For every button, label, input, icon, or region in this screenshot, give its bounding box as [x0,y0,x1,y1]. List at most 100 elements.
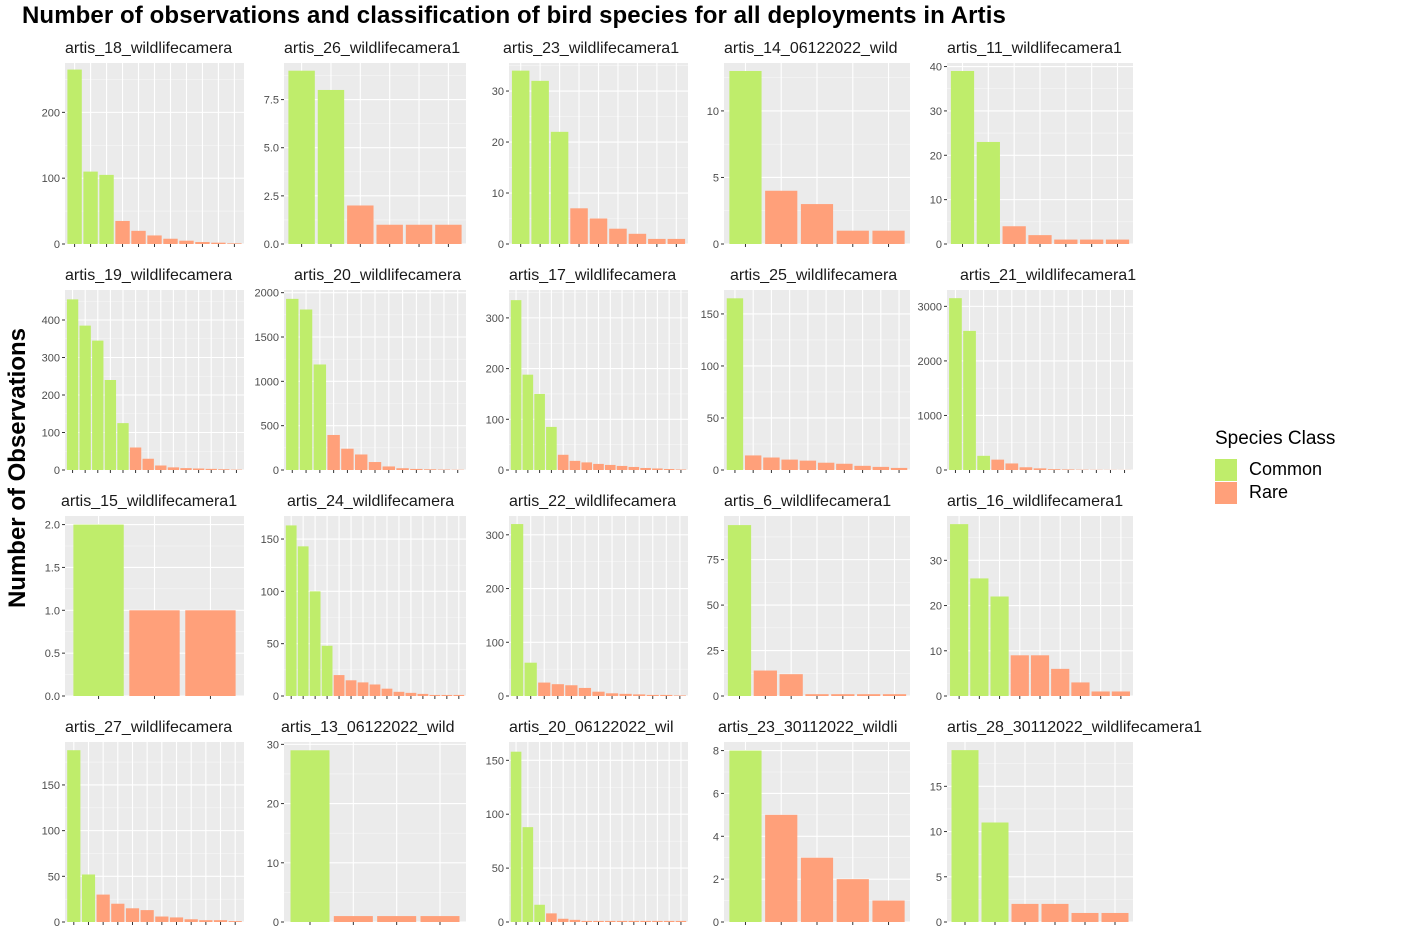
bar-rare [435,224,462,244]
panel-title: artis_15_wildlifecamera1 [61,493,237,510]
bar-rare [763,457,780,470]
bar-common [511,70,530,244]
bar-rare [163,238,178,244]
bar-rare [1105,239,1130,244]
y-tick-label: 30 [930,106,942,118]
facet-panel: 0 5 10 15 artis_28_30112022_wildlifecamera1 [930,719,1202,929]
bar-rare [646,694,659,696]
bar-rare [169,917,184,922]
bar-rare [836,463,853,470]
bar-rare [652,468,663,470]
bar-rare [218,469,230,470]
y-tick-label: 0.5 [45,648,60,660]
legend-title: Species Class [1215,428,1336,449]
panel-title: artis_24_wildlifecamera [287,493,454,510]
panel-title: artis_21_wildlifecamera1 [960,267,1136,284]
bar-rare [131,230,146,244]
bar-common [510,300,522,470]
facet-panel: 0 2 4 6 8 artis_23_30112022_wildli [713,719,910,929]
bar-rare [551,684,564,696]
y-tick-label: 1000 [918,410,942,422]
bar-rare [779,674,803,696]
y-tick-label: 100 [486,414,504,426]
y-tick-label: 200 [42,390,60,402]
bar-rare [800,857,834,922]
y-tick-label: 100 [42,826,60,838]
bar-rare [753,670,777,696]
bar-common [970,578,989,696]
bar-rare [663,920,675,922]
bar-common [510,751,522,922]
y-tick-label: 25 [707,646,719,658]
bar-common [950,70,975,244]
y-tick-label: 0.0 [264,239,279,251]
y-tick-label: 100 [486,637,504,649]
bar-common [288,70,315,245]
bar-rare [593,920,604,922]
bar-common [949,298,962,470]
y-tick-label: 5 [713,172,719,184]
bar-common [99,174,114,244]
y-tick-label: 0 [936,239,942,251]
panel-title: artis_19_wildlifecamera [65,267,232,284]
bar-rare [570,208,588,244]
panel-title: artis_23_wildlifecamera1 [503,40,679,57]
y-tick-label: 0 [498,917,504,929]
y-tick-label: 0 [273,465,279,477]
bar-rare [185,610,236,696]
bar-rare [593,463,604,470]
bar-rare [347,205,374,244]
bar-rare [605,693,619,696]
bar-common [511,524,524,696]
y-tick-label: 30 [492,86,504,98]
bar-common [963,330,976,470]
bar-rare [155,465,167,470]
panel-title: artis_22_wildlifecamera [509,493,676,510]
y-tick-label: 150 [486,755,504,767]
bar-rare [341,448,354,470]
panel-title: artis_23_30112022_wildli [718,719,897,736]
y-tick-label: 5 [936,872,942,884]
bar-rare [405,692,417,696]
bar-rare [882,694,907,696]
bar-rare [393,691,405,696]
bar-rare [805,694,829,696]
y-tick-label: 1000 [255,376,279,388]
y-tick-label: 300 [42,353,60,365]
bar-common [290,750,330,922]
bar-rare [376,224,403,244]
bar-rare [420,916,460,922]
bar-rare [546,913,557,922]
y-tick-label: 300 [486,530,504,542]
bar-rare [565,685,578,696]
bar-rare [1002,226,1026,244]
legend-swatch-rare [1215,481,1237,504]
bar-rare [396,468,409,470]
y-tick-label: 5.0 [264,143,279,155]
y-tick-label: 50 [48,871,60,883]
bar-rare [619,693,632,696]
bar-rare [538,682,551,696]
bar-rare [147,235,162,244]
bar-rare [831,694,855,696]
bar-common [977,455,990,470]
facet-panel: 0 10 20 30 40 artis_11_wildlifecamera1 [930,40,1133,251]
bar-rare [872,230,905,244]
y-tick-label: 10 [930,646,942,658]
bar-common [726,298,744,470]
bar-rare [96,894,110,922]
y-tick-label: 30 [267,739,279,751]
bar-rare [357,682,369,696]
bar-common [285,525,297,696]
facet-panel: 0 10 20 30 artis_16_wildlifecamera1 [930,493,1133,703]
bar-rare [836,879,869,922]
panel-title: artis_11_wildlifecamera1 [947,40,1122,57]
y-tick-label: 50 [707,600,719,612]
bar-rare [441,694,453,696]
y-tick-label: 4 [713,831,719,843]
bar-rare [333,675,345,696]
bar-rare [817,462,835,470]
bar-rare [192,468,205,470]
bar-rare [744,455,762,470]
